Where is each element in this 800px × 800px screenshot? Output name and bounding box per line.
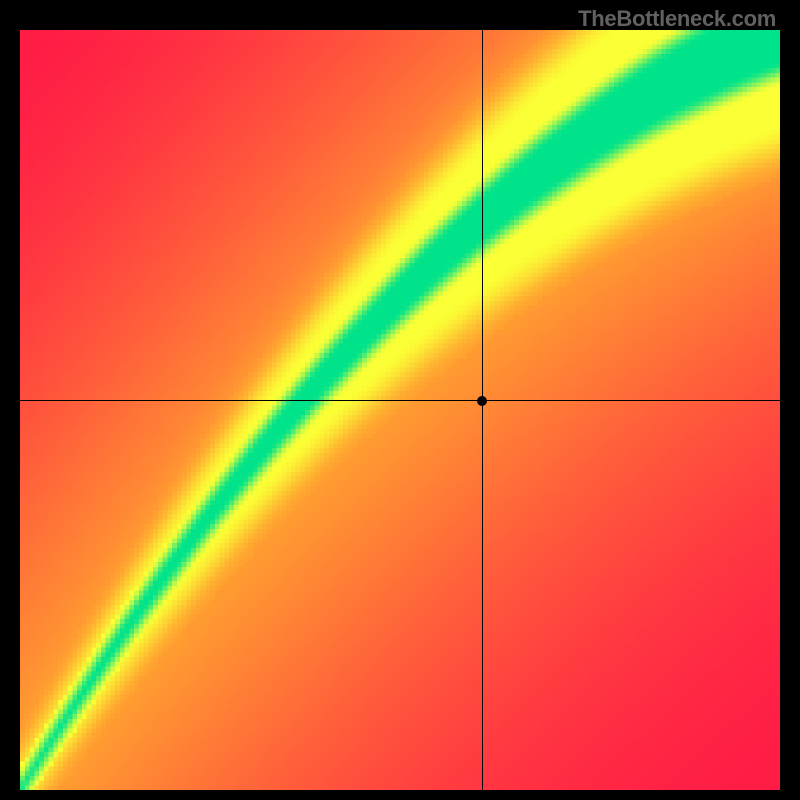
crosshair-vertical (482, 30, 483, 790)
crosshair-horizontal (20, 400, 780, 401)
watermark-text: TheBottleneck.com (578, 6, 776, 32)
bottleneck-heatmap (20, 30, 780, 790)
crosshair-marker (477, 396, 487, 406)
